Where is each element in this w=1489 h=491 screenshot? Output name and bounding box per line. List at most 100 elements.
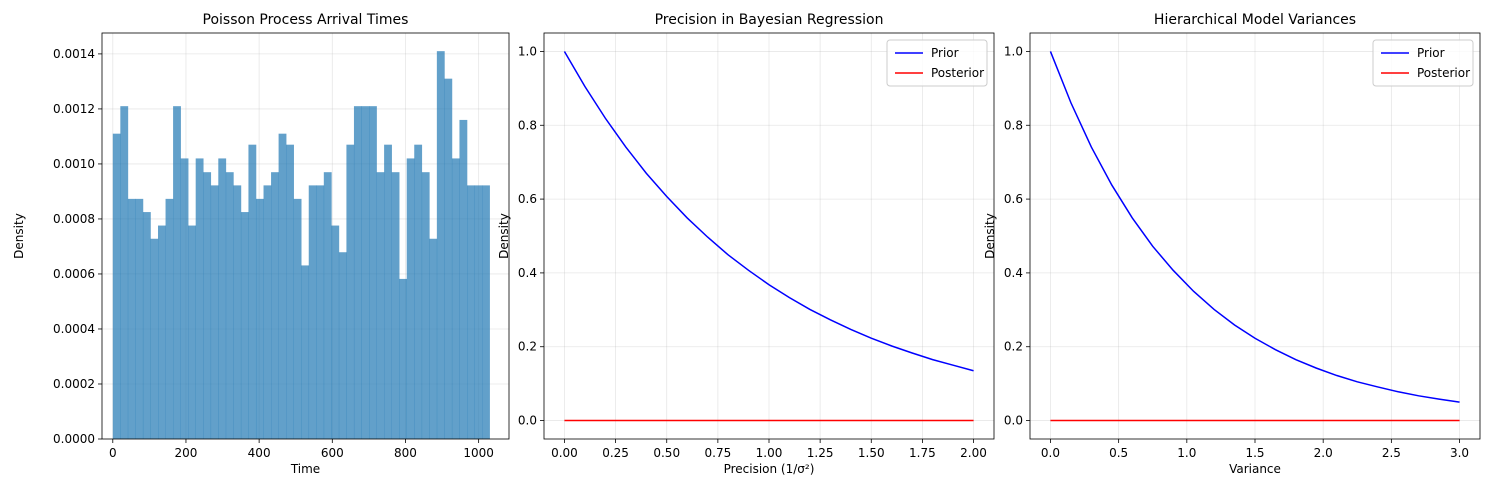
series-line-prior <box>563 51 974 372</box>
histogram-bar <box>165 198 174 439</box>
histogram-bar <box>429 238 438 439</box>
histogram-bar <box>384 144 392 440</box>
histogram-bar <box>308 185 317 439</box>
chart-title: Poisson Process Arrival Times <box>203 12 409 28</box>
x-axis-label: Time <box>290 462 320 476</box>
x-tick-label: 0.0 <box>1041 446 1060 460</box>
x-tick-label: 0.50 <box>653 446 680 460</box>
legend-label: Prior <box>931 46 959 60</box>
y-tick-label: 0.0 <box>518 414 537 428</box>
series-line-prior <box>1049 51 1460 403</box>
x-tick-label: 2.0 <box>1314 446 1333 460</box>
histogram-bar <box>286 144 294 440</box>
chart-panel-2: 0.00 0.25 0.50 0.75 1.00 1.25 1.50 1.75 2.00 0.0 0… <box>497 12 995 476</box>
histogram-bar <box>474 185 483 439</box>
histogram-bar <box>482 185 490 439</box>
y-tick-label: 0.2 <box>518 340 537 354</box>
x-axis-label: Precision (1/σ²) <box>724 462 815 476</box>
x-tick-label: 2.5 <box>1382 446 1401 460</box>
legend-box <box>1372 39 1474 87</box>
x-tick-label: 0 <box>109 446 117 460</box>
x-tick-label: 400 <box>248 446 271 460</box>
histogram-bar <box>195 158 204 439</box>
histogram-bar <box>240 212 249 439</box>
histogram-bar <box>188 225 196 439</box>
x-tick-label: 2.00 <box>960 446 987 460</box>
x-tick-label: 0.00 <box>551 446 578 460</box>
y-tick-label: 0.8 <box>518 118 537 132</box>
x-tick-label: 1.5 <box>1245 446 1264 460</box>
histogram-bar <box>323 172 332 440</box>
y-tick-label: 0.0006 <box>53 267 95 281</box>
x-tick-label: 0.5 <box>1109 446 1128 460</box>
histogram-bar <box>369 106 377 439</box>
histogram-bar <box>127 198 136 439</box>
histogram-bar <box>255 198 264 439</box>
histogram-bar <box>467 185 475 439</box>
histogram-bar <box>142 212 151 439</box>
histogram-bar <box>391 172 400 440</box>
x-tick-label: 1.00 <box>756 446 783 460</box>
y-tick-label: 0.0010 <box>53 157 95 171</box>
histogram-bar <box>414 144 423 440</box>
y-axis-label: Density <box>12 213 26 259</box>
x-tick-label: 1.75 <box>909 446 936 460</box>
histogram-bar <box>150 238 159 439</box>
histogram-bar <box>120 106 129 439</box>
x-tick-label: 200 <box>175 446 198 460</box>
x-tick-label: 0.25 <box>602 446 629 460</box>
y-tick-label: 0.0000 <box>53 432 95 446</box>
histogram-bar <box>278 133 287 439</box>
y-tick-label: 0.0 <box>1004 414 1023 428</box>
legend-box <box>886 39 988 87</box>
histogram-bar <box>180 158 189 439</box>
y-tick-label: 0.0014 <box>53 47 95 61</box>
histogram-bar <box>203 172 212 440</box>
chart-title: Precision in Bayesian Regression <box>655 12 884 28</box>
histogram-bar <box>436 51 445 439</box>
histogram-bar <box>353 106 362 439</box>
histogram-bar <box>248 144 257 440</box>
histogram-bar <box>316 185 325 439</box>
legend: Prior Posterior <box>886 39 988 87</box>
y-tick-label: 0.0002 <box>53 377 95 391</box>
y-tick-label: 1.0 <box>1004 44 1023 58</box>
x-tick-label: 1.0 <box>1177 446 1196 460</box>
histogram-bar <box>376 172 385 440</box>
histogram-bar <box>421 172 430 440</box>
y-tick-label: 0.4 <box>1004 266 1023 280</box>
x-tick-label: 3.0 <box>1450 446 1469 460</box>
histogram-bar <box>338 252 347 439</box>
histogram-bar <box>263 185 272 439</box>
histogram-bar <box>271 172 279 440</box>
histogram-bar <box>233 185 242 439</box>
histogram-bar <box>210 185 219 439</box>
x-tick-label: 1000 <box>463 446 494 460</box>
legend-label: Posterior <box>931 66 984 80</box>
histogram-bar <box>225 172 234 440</box>
histogram-bar <box>112 133 121 439</box>
x-tick-label: 1.25 <box>807 446 834 460</box>
histogram-bar <box>158 225 166 439</box>
histogram-bar <box>218 158 227 439</box>
x-tick-label: 1.50 <box>858 446 885 460</box>
histogram-bar <box>444 78 453 439</box>
histogram-bar <box>459 119 468 439</box>
chart-panel-1: 0 200 400 600 800 1000 0.0000 0.0002 0.0004 0.000… <box>12 12 510 476</box>
y-tick-label: 0.4 <box>518 266 537 280</box>
histogram-bar <box>451 158 460 439</box>
y-tick-label: 0.6 <box>518 192 537 206</box>
y-axis-label: Density <box>983 213 997 259</box>
histogram-bar <box>293 198 302 439</box>
x-tick-label: 800 <box>394 446 417 460</box>
histogram-bar <box>301 265 310 439</box>
x-tick-label: 0.75 <box>705 446 732 460</box>
y-tick-label: 0.0008 <box>53 212 95 226</box>
y-tick-label: 0.6 <box>1004 192 1023 206</box>
histogram-bar <box>406 158 415 439</box>
chart-panel-3: 0.0 0.5 1.0 1.5 2.0 2.5 3.0 0.0 0.2 0.4 0.6 0.8 1.0 H… <box>983 12 1481 476</box>
histogram-bar <box>135 198 144 439</box>
histogram-bar <box>361 106 370 439</box>
histogram-bar <box>331 225 340 439</box>
